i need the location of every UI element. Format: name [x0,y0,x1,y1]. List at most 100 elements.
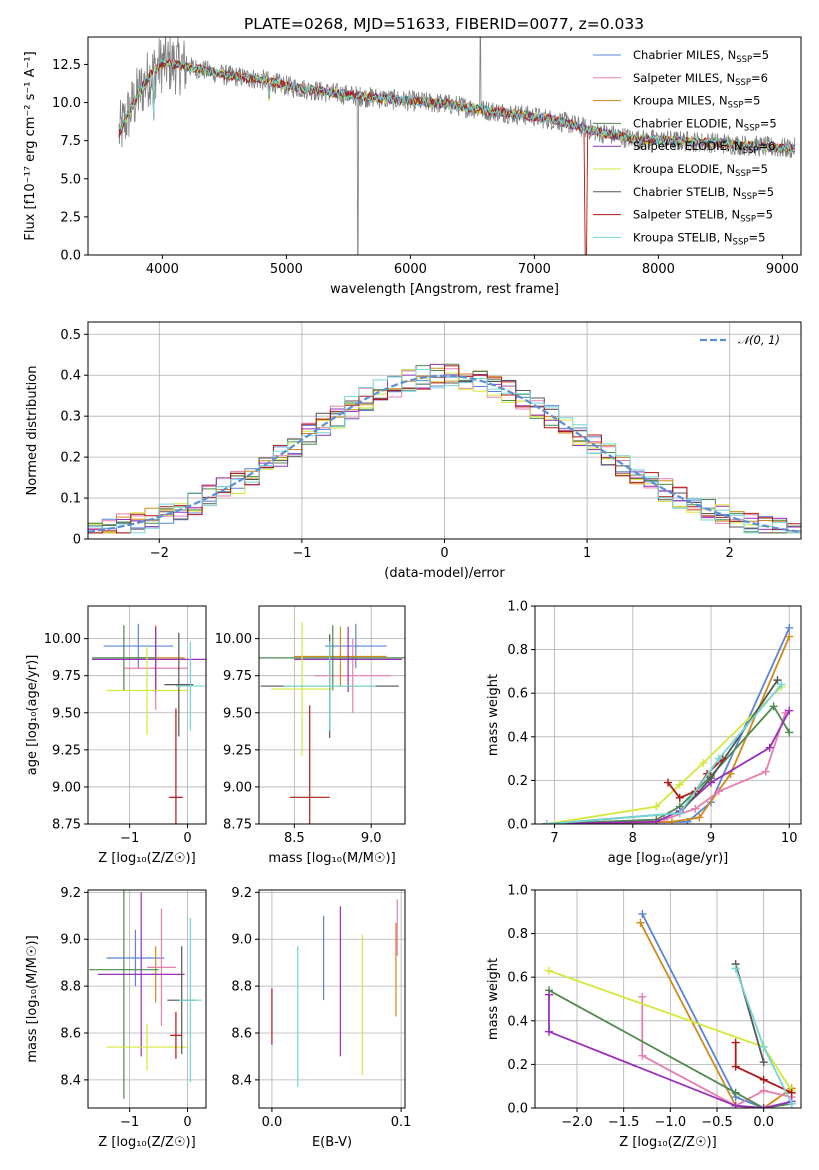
spectrum-ytick-label: 12.5 [52,58,81,73]
legend-entry-subscript: SSP [743,146,759,156]
mass_vs_ebv-ytick-label: 8.8 [231,980,252,995]
age_vs_Z-xtick-label: −1 [120,831,139,846]
mass-weight-line [546,710,791,824]
legend-entry-subscript: SSP [736,55,752,65]
legend-entry-suffix: =6 [751,71,768,85]
mass-weight-line [546,683,783,824]
mass_vs_Z-frame [87,889,207,1109]
mass_vs_Z-ytick-label: 9.2 [60,886,81,901]
mass-weight-marker [542,820,551,824]
mass-weight-marker [785,623,794,632]
mass-weight-marker [675,780,684,789]
spectrum-ytick-label: 2.5 [60,210,81,225]
weight_vs_age-xtick-label: 10 [781,831,798,846]
legend-entry-subscript: SSP [740,215,756,225]
weight_vs_Z-ytick-label: 0.2 [507,1058,528,1073]
weight_vs_age-xlabel: age [log₁₀(age/yr)] [608,851,729,866]
mass-weight-line [639,922,793,1108]
spectrum-ylabel: Flux [f10⁻¹⁷ erg cm⁻² s⁻¹ A⁻¹] [23,51,38,240]
mass-weight-marker [675,809,684,818]
mass-weight-marker [545,1027,553,1036]
legend-entry: Chabrier MILES, NSSP=5 [633,48,769,65]
weight_vs_age-ytick-label: 0.8 [507,643,528,658]
weight_vs_Z-xtick-label: −1.0 [655,1115,687,1130]
mass_vs_ebv-ytick-label: 8.4 [231,1073,252,1088]
legend-entry: Salpeter STELIB, NSSP=5 [633,208,773,225]
residuals-xtick-label: 1 [583,546,591,561]
legend-entry-subscript: SSP [728,101,744,111]
residuals-plot-area [88,363,801,534]
mass-weight-marker [759,1058,768,1067]
spectrum-panel: 4000 5000 6000 7000 8000 9000 0.0 2.5 5.0 7.5 10.0… [23,36,802,297]
spectrum-xtick-label: 8000 [642,262,675,277]
age_vs_Z-ytick-label: 9.25 [52,743,81,758]
mass_vs_ebv-ytick-label: 9.2 [231,886,252,901]
mass-weight-marker [759,1086,768,1095]
spectrum-xtick-label: 9000 [766,262,799,277]
weight_vs_age-xtick-label: 7 [550,831,558,846]
mass-weight-marker [769,702,778,711]
residuals-ylabel: Normed distribution [25,366,40,496]
residuals-xtick-label: 2 [726,546,734,561]
weight_vs_Z-xtick-label: −0.5 [701,1115,733,1130]
age_vs_Z-ylabel: age [log₁₀(age/yr)] [25,655,40,776]
weight_vs_Z-ytick-label: 0.4 [507,1014,528,1029]
weight_vs_age-panel: 7 8 9 10 0.0 0.2 0.4 0.6 0.8 1.0 age [log₁₀(age/yr… [486,600,802,866]
mass_vs_ebv-ytick-label: 8.6 [231,1026,252,1041]
spectrum-xtick-label: 7000 [518,262,551,277]
spectrum-ytick-label: 7.5 [60,134,81,149]
residuals-ytick-label: 0.4 [60,369,81,384]
age_vs_Z-ytick-label: 8.75 [52,818,81,833]
legend-entry: Salpeter MILES, NSSP=6 [633,71,768,88]
spectrum-xlabel: wavelength [Angstrom, rest frame] [330,282,559,297]
weight_vs_Z-ylabel: mass weight [486,958,501,1040]
mass-weight-marker [759,1042,768,1051]
mass-weight-line [546,686,783,824]
mass-weight-marker [664,778,672,787]
mass_vs_Z-xtick-label: 0 [183,1115,191,1130]
mass_vs_ebv-ytick-label: 9.0 [231,933,252,948]
legend-entry-suffix: =5 [757,185,774,199]
mass-weight-marker [675,793,684,802]
weight_vs_age-ytick-label: 1.0 [507,600,528,615]
age_vs_Z-plot-area [92,623,206,824]
mass_vs_Z-ytick-label: 8.8 [60,980,81,995]
legend-entry: Kroupa STELIB, NSSP=5 [633,230,765,247]
mass-weight-marker [699,758,708,767]
weight_vs_Z-frame [534,889,802,1109]
weight_vs_age-xtick-label: 8 [629,831,637,846]
spectrum-xtick-label: 4000 [146,262,179,277]
spectrum-ytick-label: 5.0 [60,172,81,187]
mass-weight-marker [691,804,700,813]
weight_vs_age-xtick-label: 9 [707,831,715,846]
mass-weight-marker [787,1088,796,1097]
age_vs_Z-xlabel: Z [log₁₀(Z/Z☉)] [98,851,195,866]
mass-weight-marker [731,1038,740,1047]
mass-weight-marker [714,754,723,763]
mass-weight-marker [638,1051,647,1060]
age_vs_mass-xlabel: mass [log₁₀(M/M☉)] [268,851,395,866]
legend-entry-suffix: =5 [752,48,769,62]
mass_vs_ebv-xtick-label: 0.0 [262,1115,283,1130]
mass-weight-marker [785,632,794,641]
mass-weight-marker [545,966,553,975]
mass-weight-marker [638,909,647,918]
mass-weight-marker [731,1062,740,1071]
legend-entry-subscript: SSP [733,237,749,247]
age_vs_Z-panel: −1 0 8.75 9.00 9.25 9.50 9.75 10.00 Z [log₁₀(Z/Z… [25,605,207,866]
spectrum-model-line [118,58,796,153]
panels: 4000 5000 6000 7000 8000 90000.02.55.07.510.0… [23,36,802,1150]
mass_vs_Z-xlabel: Z [log₁₀(Z/Z☉)] [98,1135,195,1150]
mass_vs_Z-panel: −1 0 8.4 8.6 8.8 9.0 9.2 Z [log₁₀(Z/Z☉)] mass [l… [25,886,207,1150]
residuals-ytick-label: 0.2 [60,451,81,466]
spectrum-ytick-label: 10.0 [52,96,81,111]
weight_vs_age-ytick-label: 0.2 [507,774,528,789]
legend-entry-subscript: SSP [735,169,751,179]
mass_vs_Z-xtick-label: −1 [120,1115,139,1130]
residuals-xtick-label: 0 [440,546,448,561]
age_vs_mass-ytick-label: 10.00 [215,632,252,647]
residuals-ytick-label: 0.1 [60,492,81,507]
weight_vs_age-ylabel: mass weight [486,674,501,756]
age_vs_Z-ytick-label: 10.00 [44,632,81,647]
residuals-ytick-label: 0.5 [60,328,81,343]
